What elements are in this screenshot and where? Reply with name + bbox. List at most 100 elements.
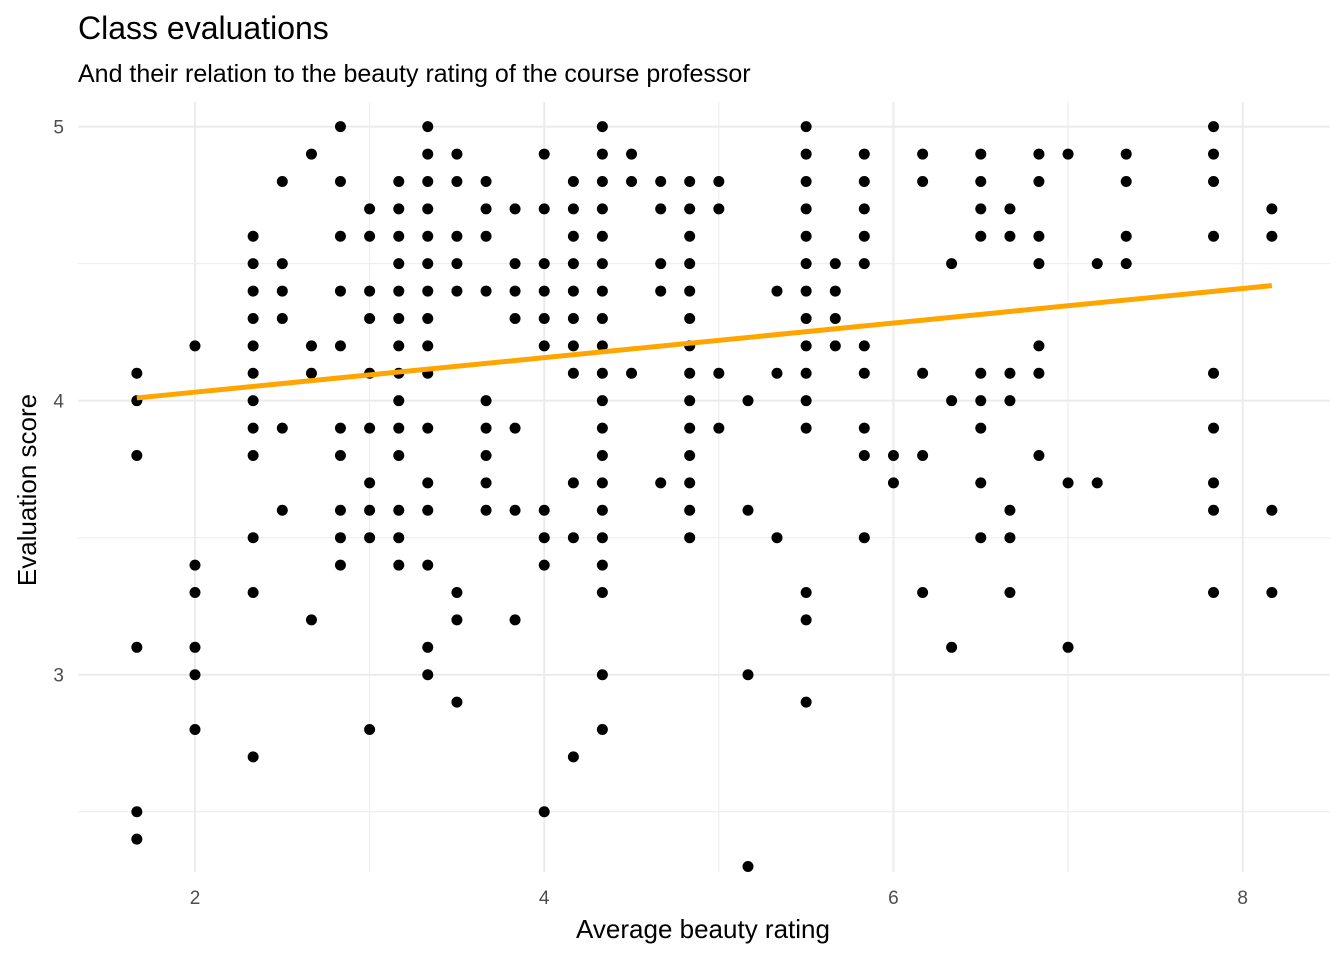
data-point: [451, 230, 463, 242]
data-point: [800, 175, 812, 187]
data-point: [422, 340, 434, 352]
data-point: [480, 422, 492, 434]
data-point: [451, 175, 463, 187]
data-point: [189, 641, 201, 653]
trend-line: [136, 283, 1273, 401]
data-point: [596, 203, 608, 215]
data-point: [509, 614, 521, 626]
data-point: [596, 504, 608, 516]
data-point: [538, 559, 550, 571]
data-point: [655, 477, 667, 489]
data-point: [451, 258, 463, 270]
data-point: [334, 175, 346, 187]
tick-labels: 2 4 6 8 3 4 5: [53, 118, 1248, 909]
data-point: [567, 367, 579, 379]
data-point: [596, 477, 608, 489]
data-point: [684, 258, 696, 270]
data-point: [1208, 504, 1220, 516]
data-point: [131, 367, 143, 379]
data-point: [596, 395, 608, 407]
trend-line-group: [136, 283, 1273, 401]
data-point: [334, 449, 346, 461]
data-point: [975, 477, 987, 489]
data-point: [393, 504, 405, 516]
y-tick-label: 3: [53, 666, 64, 687]
data-point: [684, 504, 696, 516]
data-point: [1120, 230, 1132, 242]
data-point: [858, 532, 870, 544]
data-point: [1266, 586, 1278, 598]
data-point: [946, 641, 958, 653]
data-point: [480, 395, 492, 407]
data-point: [480, 504, 492, 516]
data-point: [684, 285, 696, 297]
data-point: [1033, 367, 1045, 379]
data-point: [1033, 449, 1045, 461]
data-point: [451, 148, 463, 160]
data-point: [189, 559, 201, 571]
data-point: [247, 230, 259, 242]
x-tick-label: 6: [888, 888, 899, 909]
data-point: [247, 751, 259, 763]
data-point: [887, 449, 899, 461]
data-point: [1004, 395, 1016, 407]
data-point: [364, 504, 376, 516]
data-point: [655, 175, 667, 187]
data-point: [1033, 175, 1045, 187]
data-point: [1091, 477, 1103, 489]
data-point: [917, 449, 929, 461]
chart-subtitle: And their relation to the beauty rating …: [78, 60, 751, 88]
data-point: [451, 614, 463, 626]
data-point: [829, 285, 841, 297]
data-point: [334, 559, 346, 571]
data-point: [567, 340, 579, 352]
data-point: [334, 340, 346, 352]
data-point: [393, 203, 405, 215]
data-point: [917, 175, 929, 187]
data-point: [1266, 230, 1278, 242]
data-point: [422, 203, 434, 215]
data-point: [451, 696, 463, 708]
data-point: [684, 367, 696, 379]
data-point: [334, 121, 346, 133]
data-point: [596, 532, 608, 544]
data-point: [596, 559, 608, 571]
data-point: [538, 806, 550, 818]
data-point: [276, 175, 288, 187]
data-point: [917, 148, 929, 160]
data-point: [596, 148, 608, 160]
data-point: [858, 367, 870, 379]
data-point: [800, 203, 812, 215]
data-point: [567, 477, 579, 489]
data-point: [858, 203, 870, 215]
data-point: [1208, 422, 1220, 434]
data-point: [887, 477, 899, 489]
data-point: [626, 175, 638, 187]
chart-title: Class evaluations: [78, 10, 329, 46]
data-point: [364, 312, 376, 324]
data-point: [334, 504, 346, 516]
data-point: [247, 258, 259, 270]
data-point: [509, 203, 521, 215]
data-point: [1091, 258, 1103, 270]
data-point: [422, 504, 434, 516]
data-point: [1208, 175, 1220, 187]
data-point: [742, 669, 754, 681]
data-point: [1004, 532, 1016, 544]
data-point: [975, 395, 987, 407]
data-point: [858, 449, 870, 461]
data-point: [800, 340, 812, 352]
data-point: [422, 477, 434, 489]
data-point: [509, 285, 521, 297]
data-point: [422, 230, 434, 242]
data-point: [858, 340, 870, 352]
data-point: [771, 285, 783, 297]
data-point: [334, 422, 346, 434]
data-point: [596, 669, 608, 681]
data-point: [364, 532, 376, 544]
y-tick-label: 4: [53, 392, 64, 413]
data-point: [509, 504, 521, 516]
data-point: [1266, 203, 1278, 215]
data-point: [975, 532, 987, 544]
data-point: [509, 422, 521, 434]
